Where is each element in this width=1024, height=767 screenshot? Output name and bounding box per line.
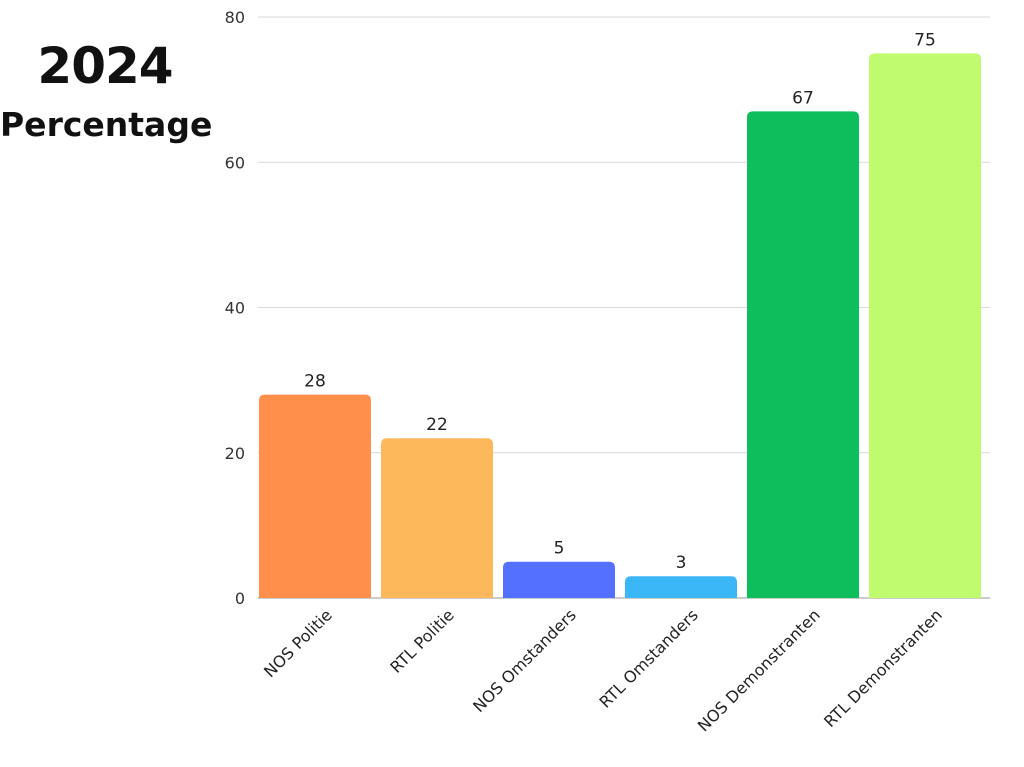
x-category-label: NOS Omstanders bbox=[469, 605, 580, 716]
bar-value-label: 75 bbox=[914, 30, 936, 50]
x-category-label: RTL Politie bbox=[386, 605, 457, 676]
y-tick-label: 20 bbox=[225, 444, 245, 463]
bar bbox=[625, 576, 737, 598]
bar bbox=[503, 561, 615, 598]
y-tick-label: 60 bbox=[225, 153, 245, 172]
bar bbox=[259, 394, 371, 598]
bar-value-label: 5 bbox=[554, 539, 565, 559]
x-category-label: RTL Omstanders bbox=[595, 605, 701, 711]
y-tick-label: 40 bbox=[225, 299, 245, 318]
bar bbox=[747, 111, 859, 598]
chart-unit-title: Percentage bbox=[0, 105, 213, 144]
bar bbox=[869, 53, 981, 598]
bar-value-label: 67 bbox=[792, 88, 814, 108]
x-category-label: NOS Politie bbox=[260, 605, 336, 681]
bar bbox=[381, 438, 493, 598]
y-tick-label: 80 bbox=[225, 8, 245, 27]
x-category-label: NOS Demonstranten bbox=[694, 605, 824, 735]
bar-value-label: 22 bbox=[426, 415, 448, 435]
x-category-label: RTL Demonstranten bbox=[820, 605, 946, 731]
bar-value-label: 28 bbox=[304, 372, 326, 392]
y-tick-label: 0 bbox=[235, 589, 245, 608]
bar-value-label: 3 bbox=[676, 553, 687, 573]
chart-year-title: 2024 bbox=[37, 37, 173, 95]
